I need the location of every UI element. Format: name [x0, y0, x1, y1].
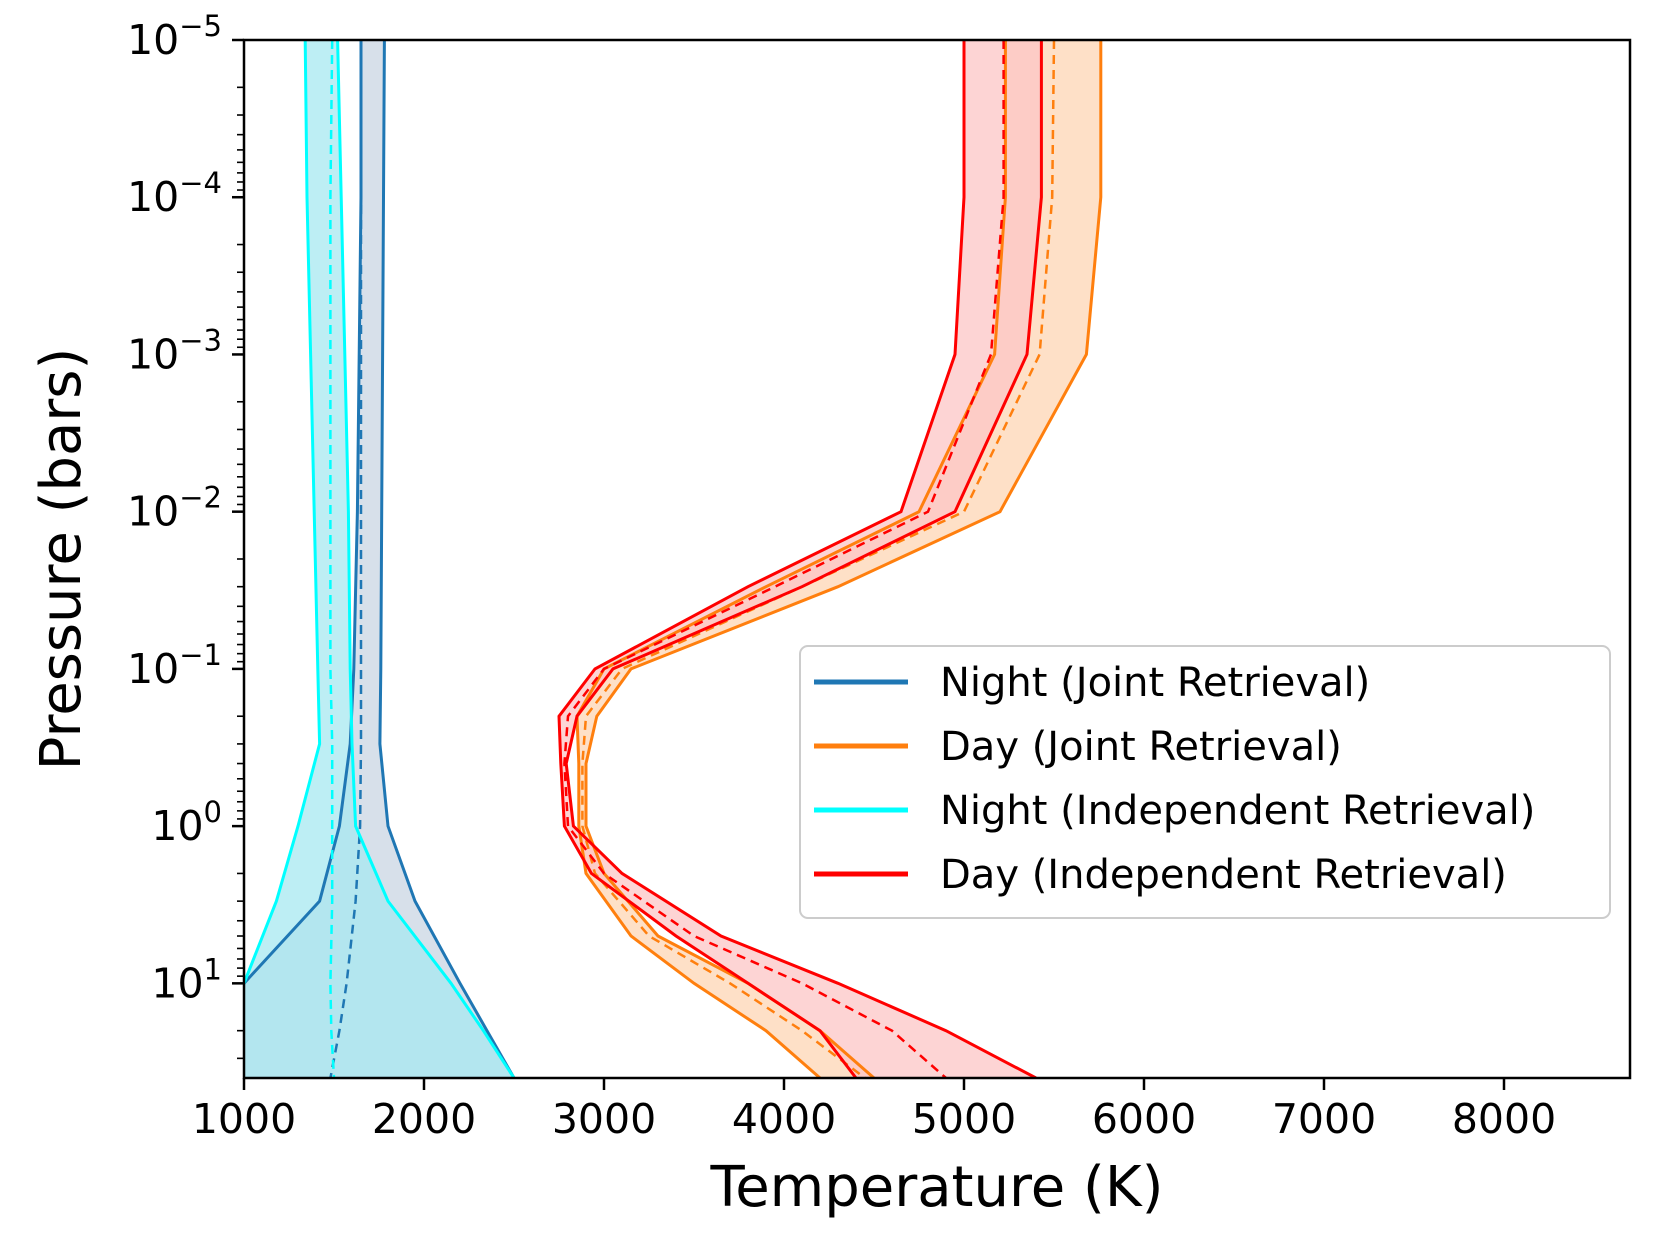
- day-independent-retrieval-median-line: [563, 40, 1005, 1078]
- x-tick-label: 3000: [552, 1095, 656, 1143]
- legend-box: [799, 645, 1611, 919]
- x-tick-label: 7000: [1272, 1095, 1376, 1143]
- night-independent-retrieval-band: [244, 40, 514, 1078]
- y-tick-label: 101: [151, 952, 222, 1007]
- y-tick-label: 10−5: [127, 9, 222, 64]
- y-tick-label: 10−4: [127, 166, 222, 221]
- night-independent-retrieval-lower-line: [244, 40, 322, 986]
- day-independent-retrieval-upper-line: [564, 40, 1043, 1078]
- x-axis-ticks: 1000 2000 3000 4000 5000 6000 7000 8000: [192, 1078, 1556, 1143]
- x-tick-label: 5000: [912, 1095, 1016, 1143]
- legend-label: Day (Joint Retrieval): [940, 724, 1342, 770]
- y-axis-ticks: 10−5 10−4 10−3 10−2 10−1 100 101: [127, 9, 244, 1060]
- y-tick-label: 10−2: [127, 481, 222, 536]
- night-independent-retrieval-upper-line: [336, 40, 516, 1078]
- x-tick-label: 4000: [732, 1095, 836, 1143]
- day-joint-retrieval-median-line: [581, 40, 1056, 1078]
- y-axis-title: Pressure (bars): [29, 348, 94, 771]
- x-tick-label: 1000: [192, 1095, 296, 1143]
- legend-label: Day (Independent Retrieval): [940, 852, 1507, 898]
- plot-frame: [242, 38, 1632, 1080]
- x-tick-label: 8000: [1452, 1095, 1556, 1143]
- day-independent-retrieval-band: [559, 40, 1042, 1078]
- day-joint-retrieval-lower-line: [575, 40, 1007, 1078]
- night-joint-retrieval-upper-line: [378, 40, 516, 1078]
- y-tick-label: 10−1: [127, 638, 222, 693]
- y-tick-label: 10−3: [127, 323, 222, 378]
- day-independent-retrieval-lower-line: [557, 40, 966, 1078]
- night-joint-retrieval-band: [244, 40, 514, 1078]
- legend-label: Night (Independent Retrieval): [940, 788, 1535, 834]
- x-axis-title: Temperature (K): [710, 1155, 1164, 1220]
- legend-label: Night (Joint Retrieval): [940, 660, 1370, 706]
- profile-lines: [244, 40, 1103, 1078]
- x-tick-label: 2000: [372, 1095, 476, 1143]
- y-tick-label: 100: [151, 795, 222, 850]
- x-tick-label: 6000: [1092, 1095, 1196, 1143]
- day-joint-retrieval-upper-line: [584, 40, 1103, 1078]
- night-joint-retrieval-median-line: [329, 40, 363, 1078]
- night-independent-retrieval-median-line: [329, 40, 336, 1078]
- uncertainty-bands: [244, 40, 1101, 1078]
- legend: Night (Joint Retrieval) Day (Joint Retrie…: [799, 645, 1611, 919]
